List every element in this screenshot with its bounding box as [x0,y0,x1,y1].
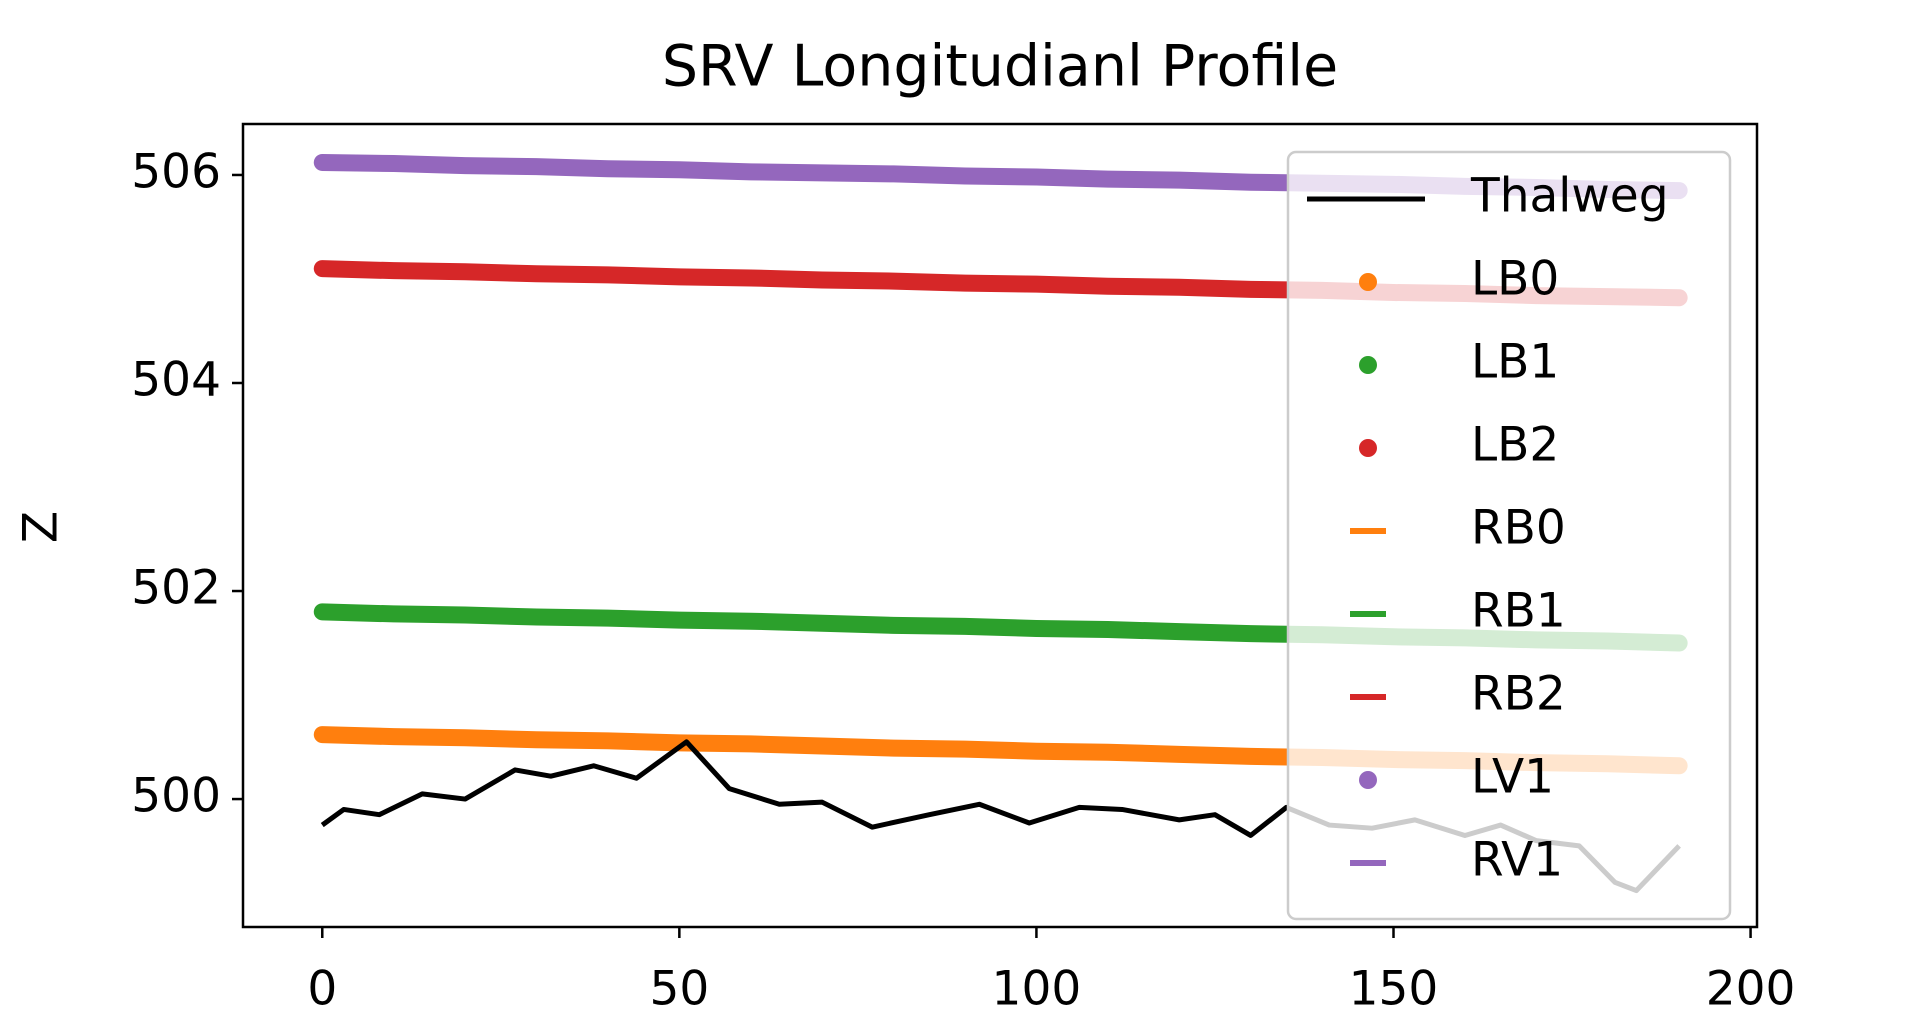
legend-handle [1359,439,1377,457]
x-tick-label: 100 [992,962,1082,1017]
legend-label: RB0 [1471,501,1566,556]
legend-label: RB1 [1471,584,1566,639]
legend-handle [1359,356,1377,374]
legend-label: LB0 [1471,252,1559,307]
legend-handle [1359,273,1377,291]
x-tick-label: 200 [1706,962,1796,1017]
legend-label: LV1 [1471,750,1554,805]
legend-label: LB1 [1471,335,1559,390]
y-tick-label: 504 [131,352,221,407]
y-tick-label: 500 [131,769,221,824]
x-tick-label: 50 [649,962,709,1017]
x-tick-label: 150 [1349,962,1439,1017]
legend-box [1286,150,1732,921]
y-tick-label: 502 [131,561,221,616]
legend-label: Thalweg [1470,169,1669,224]
legend-handle [1359,771,1377,789]
legend-label: LB2 [1471,418,1559,473]
legend-label: RB2 [1471,667,1566,722]
axes-frame [241,122,1759,929]
y-tick-label: 506 [131,144,221,199]
chart-title: SRV Longitudianl Profile [662,34,1338,100]
legend-label: RV1 [1471,833,1563,888]
x-tick-label: 0 [307,962,337,1017]
y-axis-label: Z [14,511,69,543]
